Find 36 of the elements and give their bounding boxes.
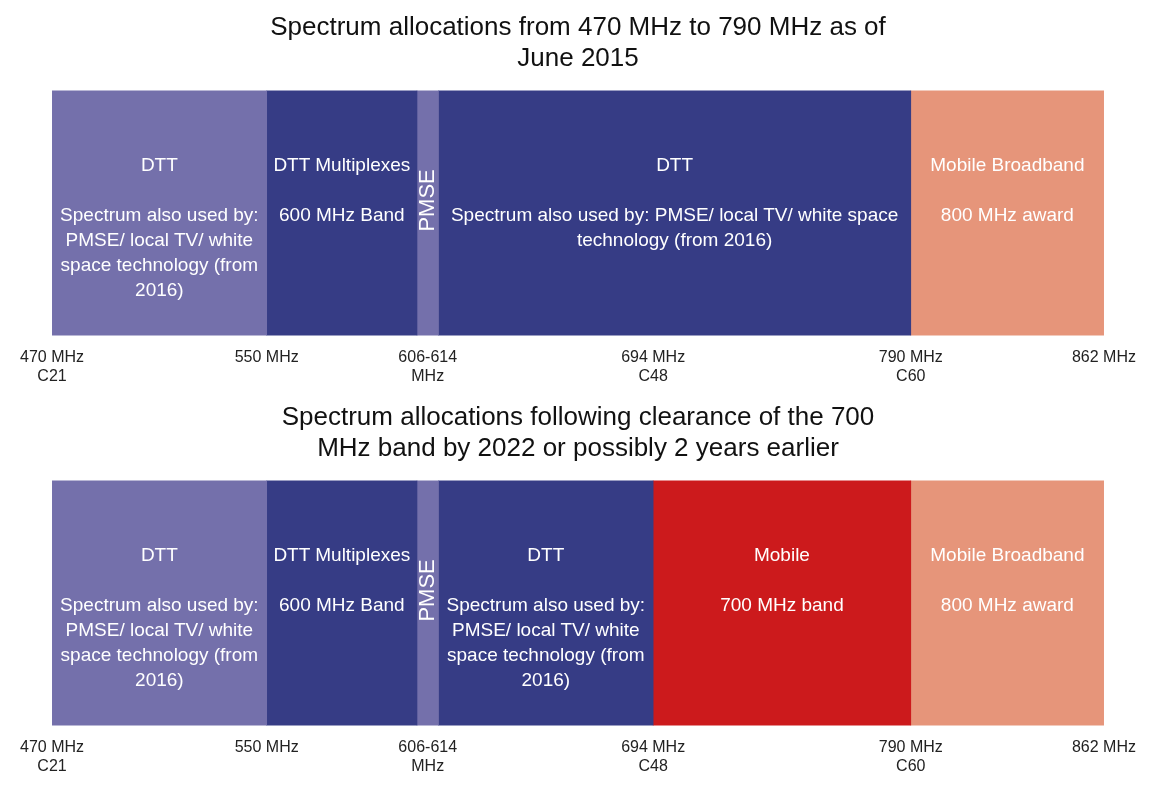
bar [52,90,268,336]
bar [652,480,912,726]
bar [416,90,439,336]
series-label: PMSE [413,559,439,622]
text: DTT Spectrum also used by: PMSE/ local TV/ white space technology (from 2016) [60,543,259,690]
x-tick-label: 694 MHz C48 [621,737,686,774]
x-tick-label: 470 MHz C21 [20,737,85,774]
bar [266,480,418,726]
x-tick-label: 790 MHz C60 [878,737,943,774]
text: Mobile 700 MHz band [720,543,844,615]
bar [416,480,439,726]
bar [438,90,912,336]
text: DTT Spectrum also used by: PMSE/ local TV/ white space technology (from 2016) [60,153,259,300]
x-tick-label: 862 MHz [1071,737,1136,755]
text: DTT Multiplexes 600 MHz Band [273,543,411,615]
text: DTT Multiplexes 600 MHz Band [273,153,411,225]
bar [52,480,268,726]
bar [438,480,654,726]
text: Mobile Broadband 800 MHz award [930,153,1085,225]
text: DTT Spectrum also used by: PMSE/ local TV/ white space technology (from 2016) [450,153,899,250]
series-label: PMSE [413,169,439,232]
x-tick-label: 550 MHz [234,737,299,755]
x-tick-label: 790 MHz C60 [878,347,943,384]
x-tick-label: 606-614 MHz [398,737,458,774]
text: Spectrum allocations from 470 MHz to 790 MHz as of June 2015 [270,10,887,72]
x-tick-label: 550 MHz [234,347,299,365]
x-tick-label: 862 MHz [1071,347,1136,365]
bar [910,90,1104,336]
text: DTT Spectrum also used by: PMSE/ local TV/ white space technology (from 2016) [446,543,646,690]
bar [910,480,1104,726]
text: Spectrum allocations following clearance of the 700 MHz band by 2022 or possibly 2 years earlier [281,400,875,462]
x-tick-label: 606-614 MHz [398,347,458,384]
x-tick-label: 470 MHz C21 [20,347,85,384]
text: Mobile Broadband 800 MHz award [930,543,1085,615]
x-tick-label: 694 MHz C48 [621,347,686,384]
bar [266,90,418,336]
